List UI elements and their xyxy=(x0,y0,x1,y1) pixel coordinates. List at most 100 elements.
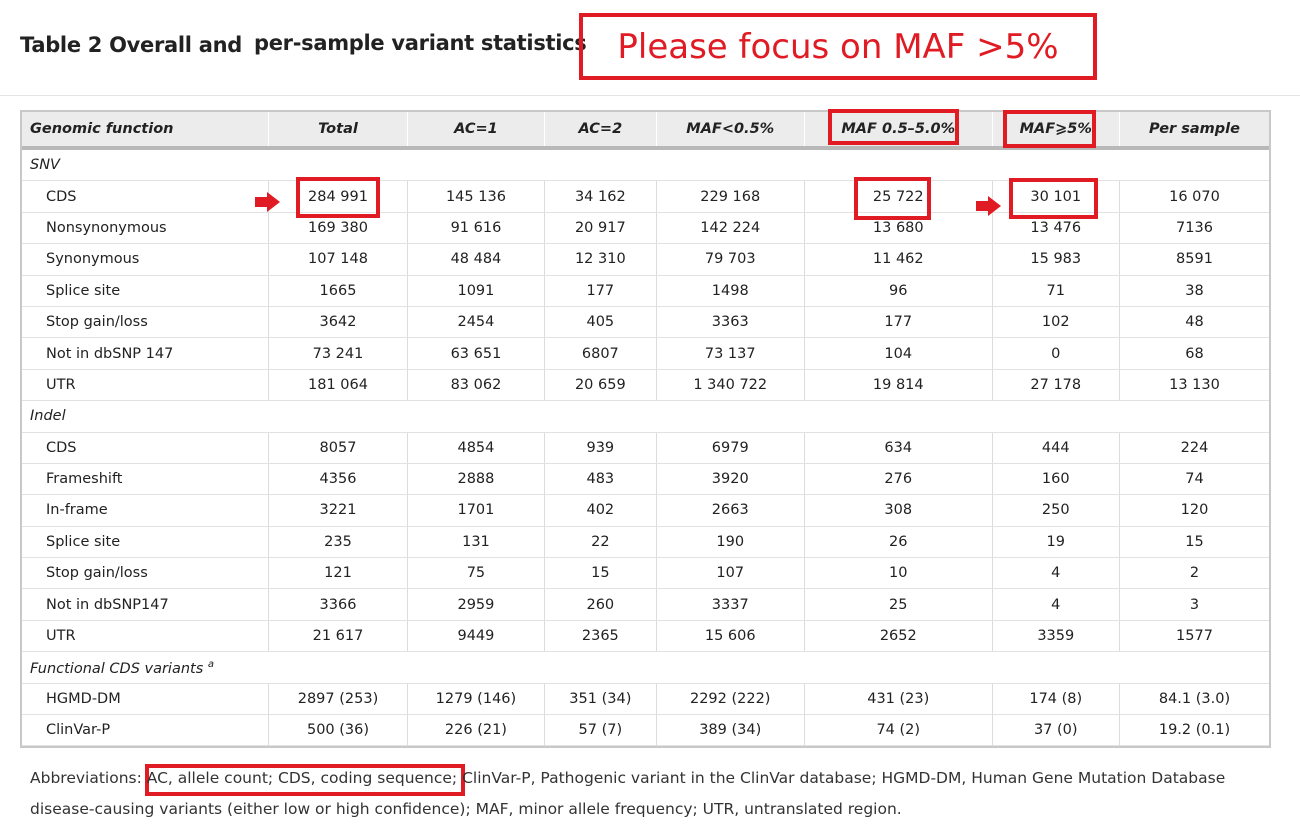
table-cell: 25 722 xyxy=(804,180,993,213)
table-cell: 20 917 xyxy=(544,212,657,245)
table-cell: 15 606 xyxy=(656,620,805,653)
row-label: In-frame xyxy=(22,494,270,527)
table-cell: 19.2 (0.1) xyxy=(1119,714,1269,747)
column-header: Per sample xyxy=(1119,112,1269,150)
table-row: CDS 284 991 145 136 34 162 229 168 25 722 30 1… xyxy=(22,180,1269,213)
table-row: UTR 181 064 83 062 20 659 1 340 722 19 814 27 … xyxy=(22,369,1269,402)
table-cell: 1577 xyxy=(1119,620,1269,653)
section-label: Functional CDS variants a xyxy=(22,651,1269,684)
table-row: Splice site 1665 1091 177 1498 96 71 38 xyxy=(22,275,1269,307)
table-body: SNV CDS 284 991 145 136 34 162 229 168 25 722 3… xyxy=(22,148,1269,747)
abbr-lead: Abbreviations: xyxy=(30,769,147,787)
table-cell: 6807 xyxy=(544,337,657,370)
table-cell: 4854 xyxy=(407,432,546,464)
table-cell: 68 xyxy=(1119,337,1269,370)
table-cell: 30 101 xyxy=(992,180,1120,213)
table-cell: 120 xyxy=(1119,494,1269,527)
table-cell: 91 616 xyxy=(407,212,546,245)
title-divider xyxy=(0,95,1300,96)
abbr-highlighted: AC, allele count; CDS, coding sequence; xyxy=(146,769,458,787)
table-cell: 3221 xyxy=(268,494,408,527)
table-cell: 0 xyxy=(992,337,1120,370)
row-label: Nonsynonymous xyxy=(22,212,270,245)
table-cell: 634 xyxy=(804,432,993,464)
table-cell: 250 xyxy=(992,494,1120,527)
table-cell: 2897 (253) xyxy=(268,683,408,716)
table-cell: 284 991 xyxy=(268,180,408,213)
table-cell: 1701 xyxy=(407,494,546,527)
table-cell: 2365 xyxy=(544,620,657,653)
table-cell: 16 070 xyxy=(1119,180,1269,213)
table-cell: 22 xyxy=(544,526,657,559)
table-cell: 181 064 xyxy=(268,369,408,402)
table-cell: 2292 (222) xyxy=(656,683,805,716)
table-row: UTR 21 617 9449 2365 15 606 2652 3359 1577 xyxy=(22,620,1269,653)
table-cell: 79 703 xyxy=(656,243,805,276)
table-row: Synonymous 107 148 48 484 12 310 79 703 11 46… xyxy=(22,243,1269,276)
table-row: ClinVar-P 500 (36) 226 (21) 57 (7) 389 (34) 7… xyxy=(22,714,1269,747)
table-row: Stop gain/loss 121 75 15 107 10 4 2 xyxy=(22,557,1269,590)
table-cell: 1498 xyxy=(656,275,805,307)
table-cell: 1665 xyxy=(268,275,408,307)
column-header: MAF<0.5% xyxy=(656,112,805,150)
table-cell: 2888 xyxy=(407,463,546,496)
row-label: UTR xyxy=(22,620,270,653)
table-row: HGMD-DM 2897 (253) 1279 (146) 351 (34) 2292 … xyxy=(22,683,1269,716)
header-row: Genomic function Total AC=1 AC=2 MAF<0.5% MAF… xyxy=(22,112,1269,150)
table-cell: 483 xyxy=(544,463,657,496)
callout-text: Please focus on MAF >5% xyxy=(617,26,1059,67)
table-cell: 102 xyxy=(992,306,1120,339)
highlight-box-maf-5-header xyxy=(1003,110,1096,148)
row-label: UTR xyxy=(22,369,270,402)
table-cell: 2 xyxy=(1119,557,1269,590)
table-cell: 75 xyxy=(407,557,546,590)
section-label-text: Functional CDS variants xyxy=(30,660,204,677)
column-header: AC=2 xyxy=(544,112,657,150)
table-cell: 15 983 xyxy=(992,243,1120,276)
table-cell: 276 xyxy=(804,463,993,496)
table-cell: 444 xyxy=(992,432,1120,464)
table-cell: 104 xyxy=(804,337,993,370)
table-cell: 8057 xyxy=(268,432,408,464)
row-label: Splice site xyxy=(22,526,270,559)
table-cell: 3363 xyxy=(656,306,805,339)
table-row: Splice site 235 131 22 190 26 19 15 xyxy=(22,526,1269,559)
table-cell: 226 (21) xyxy=(407,714,546,747)
row-label: Stop gain/loss xyxy=(22,306,270,339)
row-label: Stop gain/loss xyxy=(22,557,270,590)
section-row: Indel xyxy=(22,400,1269,433)
table-cell: 142 224 xyxy=(656,212,805,245)
table-cell: 2663 xyxy=(656,494,805,527)
table-cell: 9449 xyxy=(407,620,546,653)
table-cell: 145 136 xyxy=(407,180,546,213)
table-cell: 13 130 xyxy=(1119,369,1269,402)
row-label: Not in dbSNP147 xyxy=(22,588,270,621)
table-cell: 83 062 xyxy=(407,369,546,402)
table-cell: 402 xyxy=(544,494,657,527)
row-label: CDS xyxy=(22,432,270,464)
abbreviations-footnote: Abbreviations: AC, allele count; CDS, co… xyxy=(30,763,1280,825)
table-cell: 3642 xyxy=(268,306,408,339)
table-cell: 224 xyxy=(1119,432,1269,464)
section-label-text: SNV xyxy=(30,157,60,174)
table-cell: 20 659 xyxy=(544,369,657,402)
table-title-part1: Table 2 Overall and xyxy=(20,33,242,57)
table-row: Not in dbSNP 147 73 241 63 651 6807 73 137 10… xyxy=(22,337,1269,370)
table-cell: 3 xyxy=(1119,588,1269,621)
highlight-box-abbreviations xyxy=(145,764,465,796)
table-cell: 229 168 xyxy=(656,180,805,213)
table-cell: 21 617 xyxy=(268,620,408,653)
variant-statistics-table: Genomic function Total AC=1 AC=2 MAF<0.5% MAF… xyxy=(20,110,1271,749)
table-cell: 177 xyxy=(544,275,657,307)
table-cell: 107 148 xyxy=(268,243,408,276)
table-cell: 74 (2) xyxy=(804,714,993,747)
table-cell: 73 137 xyxy=(656,337,805,370)
table-cell: 73 241 xyxy=(268,337,408,370)
table-row: CDS 8057 4854 939 6979 634 444 224 xyxy=(22,432,1269,464)
table-cell: 174 (8) xyxy=(992,683,1120,716)
table-cell: 71 xyxy=(992,275,1120,307)
table-cell: 34 162 xyxy=(544,180,657,213)
table-cell: 1091 xyxy=(407,275,546,307)
table-cell: 431 (23) xyxy=(804,683,993,716)
table-cell: 3920 xyxy=(656,463,805,496)
